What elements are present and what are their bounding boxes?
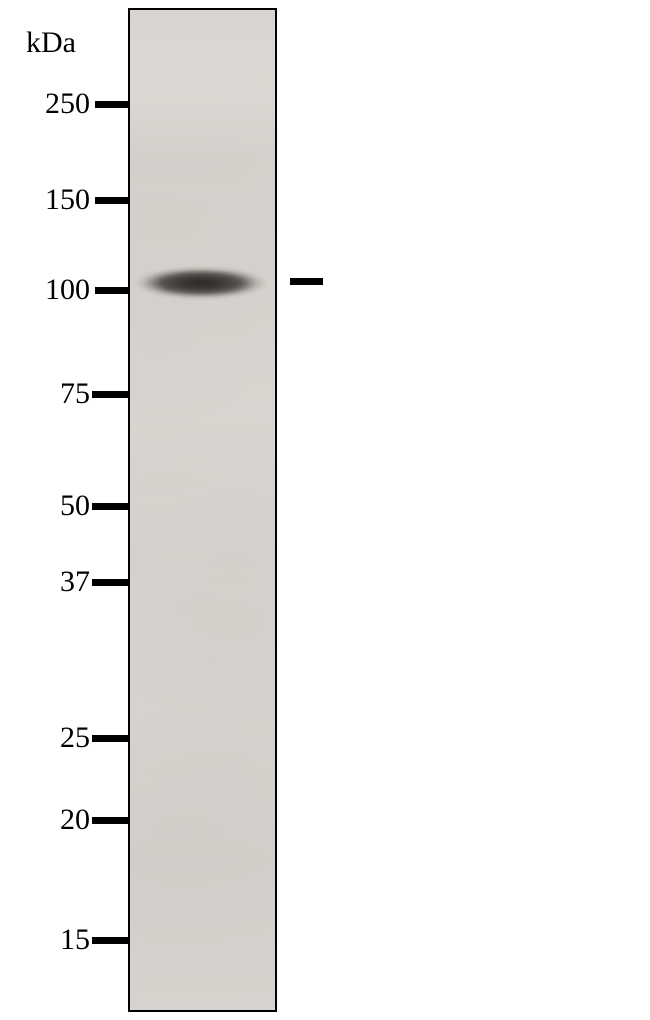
marker-label: 25 [30, 721, 90, 755]
marker-tick [92, 579, 128, 586]
marker-tick [92, 391, 128, 398]
marker-label: 15 [30, 923, 90, 957]
marker-tick [92, 735, 128, 742]
marker-tick [92, 503, 128, 510]
marker-tick [95, 287, 128, 294]
marker-tick [95, 101, 128, 108]
axis-unit-label: kDa [26, 26, 76, 60]
marker-label: 50 [30, 489, 90, 523]
band-indicator-mark [290, 278, 323, 285]
marker-label: 37 [30, 565, 90, 599]
marker-label: 75 [30, 377, 90, 411]
marker-tick [92, 817, 128, 824]
marker-label: 250 [30, 87, 90, 121]
marker-tick [92, 937, 128, 944]
marker-tick [95, 197, 128, 204]
western-blot-figure: kDa 250 150 100 75 50 37 25 20 15 [0, 0, 650, 1020]
marker-label: 150 [30, 183, 90, 217]
blot-lane-border [128, 8, 277, 1012]
marker-label: 20 [30, 803, 90, 837]
marker-label: 100 [30, 273, 90, 307]
